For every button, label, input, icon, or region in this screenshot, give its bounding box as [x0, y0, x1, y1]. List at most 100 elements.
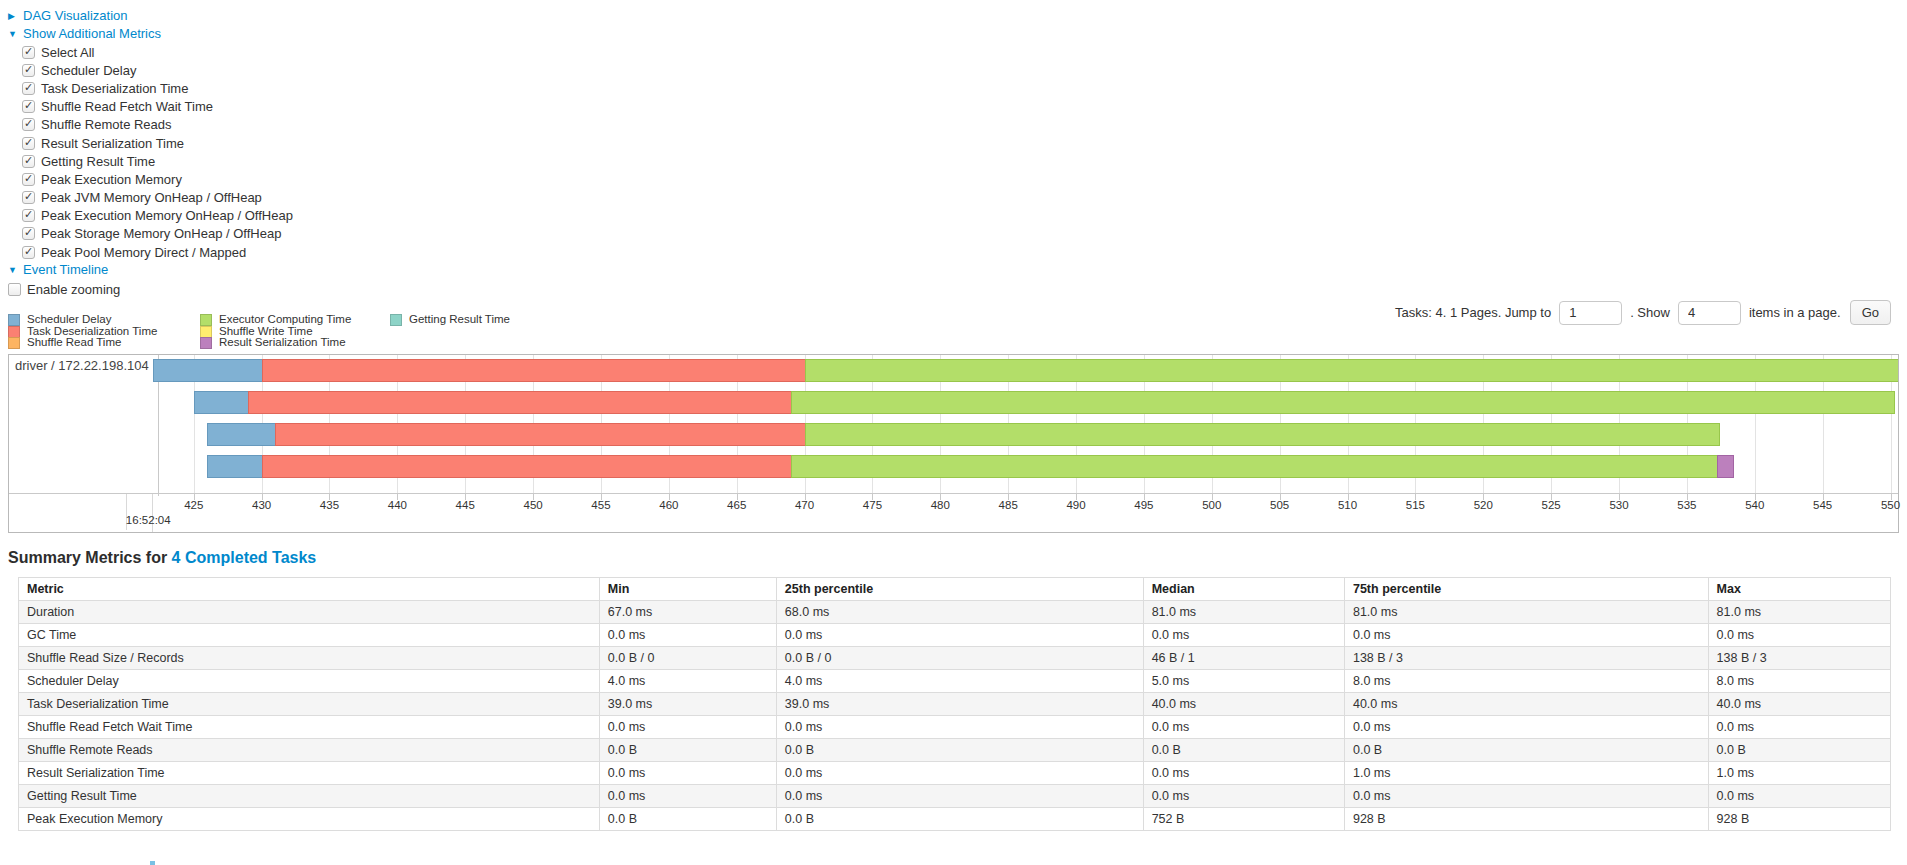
timeline-bar-task-deserialization[interactable] [248, 391, 793, 414]
legend-swatch-icon [200, 314, 212, 326]
metric-checkbox[interactable] [22, 246, 35, 259]
metric-value-cell: 39.0 ms [776, 693, 1143, 716]
timeline-bar-scheduler-delay[interactable] [153, 359, 264, 382]
metric-checkbox[interactable] [22, 173, 35, 186]
axis-tick-label: 460 [659, 499, 678, 511]
summary-column-header: Median [1143, 578, 1344, 601]
timeline-bar-result-serialization[interactable] [1717, 455, 1734, 478]
summary-table-row: Shuffle Read Size / Records0.0 B / 00.0 … [19, 647, 1891, 670]
dag-visualization-link[interactable]: DAG Visualization [23, 7, 128, 25]
metric-checkbox[interactable] [22, 209, 35, 222]
metric-value-cell: 0.0 ms [776, 716, 1143, 739]
legend-item: Shuffle Read Time [8, 337, 200, 349]
metric-checkbox[interactable] [22, 137, 35, 150]
metric-value-cell: 0.0 ms [1344, 716, 1708, 739]
axis-tick-label: 505 [1270, 499, 1289, 511]
summary-column-header: Min [599, 578, 776, 601]
show-additional-metrics-toggle[interactable]: ▼ Show Additional Metrics [8, 25, 1907, 43]
metric-value-cell: 0.0 ms [599, 624, 776, 647]
metric-value-cell: 81.0 ms [1143, 601, 1344, 624]
timeline-bar-scheduler-delay[interactable] [207, 455, 263, 478]
metric-value-cell: 39.0 ms [599, 693, 776, 716]
timeline-legend: Scheduler DelayTask Deserialization Time… [8, 314, 510, 349]
metric-checkbox-row: Shuffle Remote Reads [22, 116, 1907, 134]
metric-name-cell: Duration [19, 601, 600, 624]
metric-checkbox[interactable] [22, 191, 35, 204]
items-per-page-input[interactable] [1678, 301, 1741, 325]
enable-zooming-label: Enable zooming [27, 282, 120, 297]
summary-metrics-table: MetricMin25th percentileMedian75th perce… [18, 577, 1891, 831]
axis-tick-label: 510 [1338, 499, 1357, 511]
summary-table-row: Getting Result Time0.0 ms0.0 ms0.0 ms0.0… [19, 785, 1891, 808]
summary-table-row: Peak Execution Memory0.0 B0.0 B752 B928 … [19, 808, 1891, 831]
legend-swatch-icon [200, 337, 212, 349]
metric-name-cell: Scheduler Delay [19, 670, 600, 693]
timeline-bar-task-deserialization[interactable] [275, 423, 806, 446]
axis-tick-label: 440 [388, 499, 407, 511]
timeline-bar-scheduler-delay[interactable] [194, 391, 250, 414]
timeline-bar-executor-computing[interactable] [791, 455, 1719, 478]
completed-tasks-link[interactable]: 4 Completed Tasks [172, 549, 317, 566]
metric-checkbox-row: Scheduler Delay [22, 61, 1907, 79]
timeline-bar-task-deserialization[interactable] [262, 455, 793, 478]
metric-name-cell: Peak Execution Memory [19, 808, 600, 831]
timeline-bar-executor-computing[interactable] [805, 423, 1721, 446]
metric-value-cell: 46 B / 1 [1143, 647, 1344, 670]
metric-value-cell: 8.0 ms [1344, 670, 1708, 693]
event-timeline-link[interactable]: Event Timeline [23, 261, 108, 279]
metric-value-cell: 0.0 B [1708, 739, 1890, 762]
jump-to-page-input[interactable] [1559, 301, 1622, 325]
metric-value-cell: 0.0 ms [1143, 762, 1344, 785]
metric-checkbox[interactable] [22, 82, 35, 95]
axis-tick-label: 485 [999, 499, 1018, 511]
metric-value-cell: 0.0 ms [776, 624, 1143, 647]
metric-value-cell: 0.0 B / 0 [599, 647, 776, 670]
metric-value-cell: 40.0 ms [1143, 693, 1344, 716]
timeline-plot-area[interactable] [153, 355, 1898, 493]
metric-name-cell: Getting Result Time [19, 785, 600, 808]
metric-checkbox-row: Select All [22, 43, 1907, 61]
metric-checkbox[interactable] [22, 64, 35, 77]
metric-value-cell: 0.0 ms [599, 716, 776, 739]
metric-value-cell: 928 B [1344, 808, 1708, 831]
show-label: . Show [1630, 305, 1670, 320]
enable-zooming-row: Enable zooming [8, 280, 1907, 298]
axis-tick-label: 465 [727, 499, 746, 511]
metric-value-cell: 0.0 ms [1344, 785, 1708, 808]
metric-checkbox[interactable] [22, 155, 35, 168]
additional-metrics-checkbox-list: Select AllScheduler DelayTask Deserializ… [22, 43, 1907, 261]
axis-tick-label: 450 [523, 499, 542, 511]
summary-table-header-row: MetricMin25th percentileMedian75th perce… [19, 578, 1891, 601]
metric-value-cell: 0.0 ms [776, 762, 1143, 785]
metric-checkbox[interactable] [22, 227, 35, 240]
summary-table-row: Shuffle Read Fetch Wait Time0.0 ms0.0 ms… [19, 716, 1891, 739]
enable-zooming-checkbox[interactable] [8, 283, 21, 296]
axis-tick-label: 490 [1066, 499, 1085, 511]
chevron-right-icon: ▶ [8, 7, 18, 25]
axis-tick-label: 540 [1745, 499, 1764, 511]
go-button[interactable]: Go [1850, 300, 1891, 325]
timeline-bar-executor-computing[interactable] [805, 359, 1898, 382]
timeline-bar-executor-computing[interactable] [791, 391, 1895, 414]
timeline-bar-scheduler-delay[interactable] [207, 423, 277, 446]
metric-checkbox-label: Peak Pool Memory Direct / Mapped [41, 245, 246, 260]
metric-value-cell: 928 B [1708, 808, 1890, 831]
event-timeline-toggle[interactable]: ▼ Event Timeline [8, 261, 1907, 279]
metric-name-cell: GC Time [19, 624, 600, 647]
dag-visualization-toggle[interactable]: ▶ DAG Visualization [8, 7, 1907, 25]
metric-checkbox[interactable] [22, 118, 35, 131]
metric-checkbox-label: Shuffle Remote Reads [41, 117, 172, 132]
metric-checkbox[interactable] [22, 100, 35, 113]
metric-value-cell: 0.0 ms [1708, 716, 1890, 739]
axis-tick-label: 515 [1406, 499, 1425, 511]
metric-checkbox-row: Task Deserialization Time [22, 79, 1907, 97]
timeline-bar-task-deserialization[interactable] [262, 359, 807, 382]
axis-left-cell [9, 494, 153, 532]
summary-metrics-heading: Summary Metrics for 4 Completed Tasks [8, 549, 1907, 567]
summary-table-row: Result Serialization Time0.0 ms0.0 ms0.0… [19, 762, 1891, 785]
metric-checkbox[interactable] [22, 46, 35, 59]
metric-value-cell: 0.0 B / 0 [776, 647, 1143, 670]
show-additional-metrics-link[interactable]: Show Additional Metrics [23, 25, 161, 43]
metric-value-cell: 1.0 ms [1344, 762, 1708, 785]
executor-group-label: driver / 172.22.198.104 [9, 355, 159, 496]
